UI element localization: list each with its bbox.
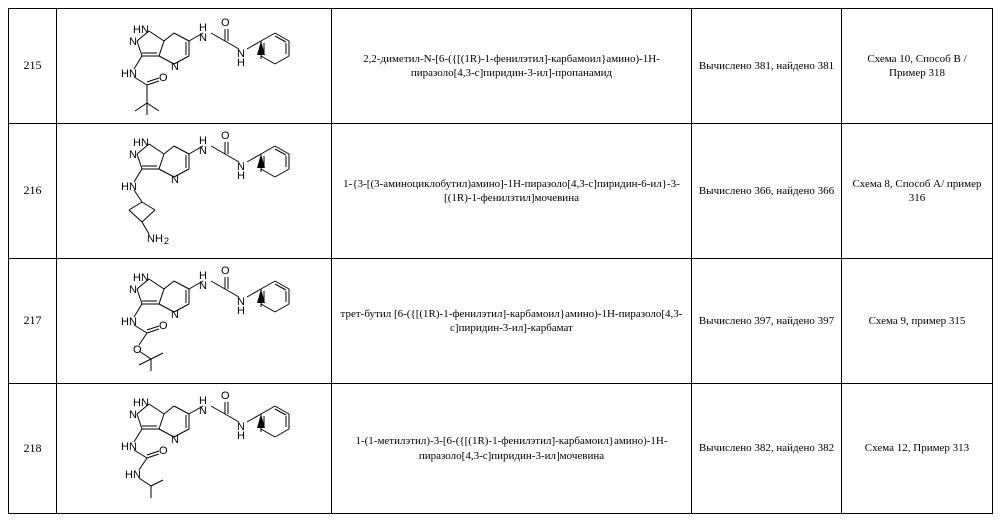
reference: Схема 8, Способ A/ пример 316 xyxy=(842,124,993,259)
svg-text:N: N xyxy=(199,280,207,292)
svg-text:N: N xyxy=(199,405,207,417)
structure-cell: HN N N HN O NH xyxy=(57,124,332,259)
svg-text:2: 2 xyxy=(164,236,169,246)
svg-text:O: O xyxy=(221,17,230,29)
svg-text:O: O xyxy=(159,320,168,332)
svg-text:HN: HN xyxy=(133,272,149,284)
svg-text:N: N xyxy=(171,309,179,321)
reference: Схема 9, пример 315 xyxy=(842,259,993,384)
structure-cell: HN N N HN O N H xyxy=(57,384,332,514)
row-id: 217 xyxy=(9,259,57,384)
structure-215: HN N N HN O N H xyxy=(79,11,309,121)
svg-text:H: H xyxy=(237,57,245,69)
row-id: 215 xyxy=(9,9,57,124)
compound-table: 215 HN N N xyxy=(8,8,993,514)
svg-text:H: H xyxy=(237,305,245,317)
svg-text:HN: HN xyxy=(133,397,149,409)
table-row: 217 HN N N xyxy=(9,259,993,384)
svg-text:O: O xyxy=(221,390,230,402)
row-id: 216 xyxy=(9,124,57,259)
compound-name: 1-(1-метилэтил)-3-[6-({[(1R)-1-фенилэтил… xyxy=(332,384,692,514)
structure-216: HN N N HN O NH xyxy=(79,126,309,256)
svg-text:HN: HN xyxy=(133,137,149,149)
ms-data: Вычислено 382, найдено 382 xyxy=(692,384,842,514)
svg-text:N: N xyxy=(129,36,137,48)
svg-text:N: N xyxy=(129,149,137,161)
svg-text:N: N xyxy=(171,174,179,186)
svg-text:NH: NH xyxy=(147,233,163,245)
svg-text:O: O xyxy=(133,344,142,356)
table-row: 215 HN N N xyxy=(9,9,993,124)
svg-text:HN: HN xyxy=(121,68,137,80)
svg-text:O: O xyxy=(221,265,230,277)
ms-data: Вычислено 366, найдено 366 xyxy=(692,124,842,259)
svg-text:H: H xyxy=(237,430,245,442)
svg-text:H: H xyxy=(237,170,245,182)
structure-217: HN N N HN O N H xyxy=(79,261,309,381)
reference: Схема 12, Пример 313 xyxy=(842,384,993,514)
svg-text:N: N xyxy=(171,61,179,73)
svg-text:N: N xyxy=(199,32,207,44)
structure-cell: HN N N HN O N H xyxy=(57,259,332,384)
svg-text:HN: HN xyxy=(133,24,149,36)
svg-text:HN: HN xyxy=(121,181,137,193)
svg-text:N: N xyxy=(171,434,179,446)
svg-text:HN: HN xyxy=(121,441,137,453)
structure-cell: HN N N HN O N H xyxy=(57,9,332,124)
table-row: 216 HN N N xyxy=(9,124,993,259)
compound-name: 1-{3-[(3-аминоциклобутил)амино]-1H-пираз… xyxy=(332,124,692,259)
ms-data: Вычислено 397, найдено 397 xyxy=(692,259,842,384)
svg-text:N: N xyxy=(129,284,137,296)
reference: Схема 10, Способ B / Пример 318 xyxy=(842,9,993,124)
compound-name: 2,2-диметил-N-[6-({[(1R)-1-фенилэтил]-ка… xyxy=(332,9,692,124)
ms-data: Вычислено 381, найдено 381 xyxy=(692,9,842,124)
row-id: 218 xyxy=(9,384,57,514)
structure-218: HN N N HN O N H xyxy=(79,386,309,511)
svg-text:O: O xyxy=(221,130,230,142)
svg-text:HN: HN xyxy=(121,316,137,328)
table-row: 218 HN N N xyxy=(9,384,993,514)
svg-text:O: O xyxy=(159,72,168,84)
svg-text:N: N xyxy=(129,409,137,421)
svg-text:O: O xyxy=(159,445,168,457)
svg-text:HN: HN xyxy=(125,469,141,481)
compound-name: трет-бутил [6-({[(1R)-1-фенилэтил]-карба… xyxy=(332,259,692,384)
svg-text:N: N xyxy=(199,145,207,157)
